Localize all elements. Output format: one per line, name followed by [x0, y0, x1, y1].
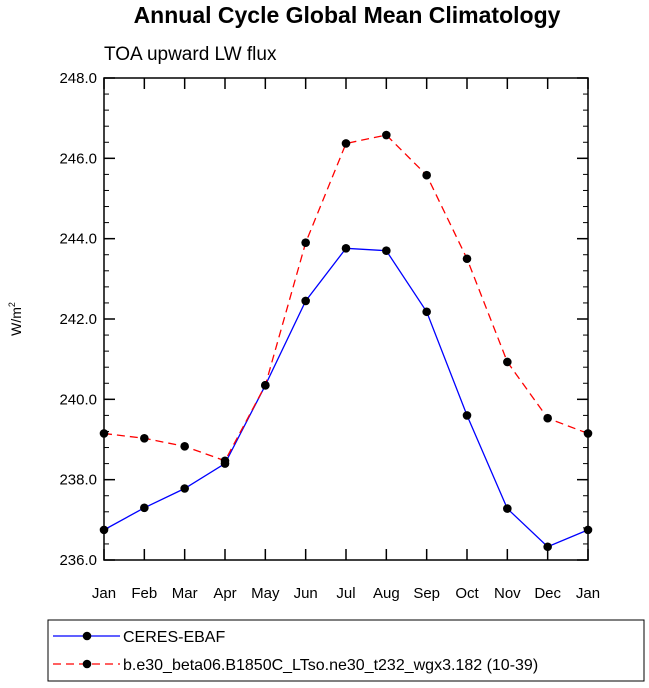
- series-1: [99, 244, 593, 552]
- data-point: [422, 307, 431, 317]
- data-point: [180, 484, 189, 493]
- data-point: [422, 170, 431, 180]
- series-line: [103, 134, 589, 462]
- y-axis-label-unit: W/m: [8, 307, 24, 336]
- data-point: [301, 296, 310, 306]
- x-tick-label: Oct: [455, 585, 479, 602]
- y-tick-label: 240.0: [59, 391, 97, 408]
- data-point: [99, 525, 109, 535]
- legend-label: CERES-EBAF: [123, 629, 225, 646]
- data-point: [220, 456, 230, 466]
- x-tick-label: Jun: [294, 585, 318, 602]
- data-point: [341, 244, 351, 253]
- x-tick-label: Nov: [494, 585, 521, 602]
- data-point: [382, 130, 391, 140]
- legend-items: CERES-EBAF b.e30_beta06.B1850C_LTso.ne30_…: [53, 629, 538, 674]
- x-tick-labels: Jan Feb Mar Apr May Jun Jul Aug Sep Oct Nov Dec Jan: [92, 585, 600, 602]
- data-point: [462, 411, 472, 420]
- plot-frame: [103, 77, 589, 561]
- data-point: [180, 442, 189, 451]
- data-point: [382, 246, 391, 256]
- y-tick-label: 236.0: [59, 552, 97, 569]
- data-point: [583, 525, 593, 535]
- data-point: [503, 357, 512, 367]
- x-tick-label: Sep: [413, 585, 440, 602]
- y-tick-labels: 236.0 238.0 240.0 242.0 244.0 246.0 248.0: [59, 70, 97, 569]
- series-2: [99, 130, 593, 466]
- x-tick-label: Jan: [576, 585, 600, 602]
- series-line: [103, 247, 589, 548]
- y-tick-label: 248.0: [59, 70, 97, 87]
- x-tick-label: Jan: [92, 585, 116, 602]
- chart-subtitle: TOA upward LW flux: [104, 44, 277, 65]
- data-point: [503, 504, 512, 513]
- x-tick-label: Mar: [172, 585, 198, 602]
- plot-area: 236.0 238.0 240.0 242.0 244.0 246.0 248.0 Jan F…: [59, 70, 600, 602]
- data-point: [543, 542, 552, 552]
- y-tick-label: 246.0: [59, 150, 97, 167]
- data-point: [140, 433, 149, 443]
- series-layer: [99, 130, 593, 552]
- data-point: [341, 139, 351, 148]
- legend: CERES-EBAF b.e30_beta06.B1850C_LTso.ne30_…: [47, 619, 645, 682]
- legend-box: [47, 619, 645, 682]
- legend-marker: [82, 659, 92, 669]
- y-tick-label: 242.0: [59, 311, 97, 328]
- data-point: [301, 238, 310, 247]
- y-tick-label: 244.0: [59, 231, 97, 248]
- legend-item: CERES-EBAF: [53, 629, 225, 646]
- x-tick-label: Dec: [534, 585, 561, 602]
- y-axis-label: W/m2: [7, 302, 24, 336]
- x-tick-label: Jul: [336, 585, 355, 602]
- x-tick-label: Aug: [373, 585, 400, 602]
- data-point: [261, 380, 270, 390]
- data-point: [99, 429, 109, 438]
- minor-ticks: [104, 77, 588, 561]
- data-point: [583, 429, 593, 438]
- data-point: [140, 503, 149, 513]
- legend-marker: [82, 631, 92, 641]
- y-tick-label: 238.0: [59, 472, 97, 489]
- major-ticks: [103, 77, 589, 561]
- y-axis-label-superscript: 2: [7, 302, 17, 307]
- legend-item: b.e30_beta06.B1850C_LTso.ne30_t232_wgx3.…: [53, 657, 538, 674]
- data-point: [543, 413, 552, 423]
- legend-label: b.e30_beta06.B1850C_LTso.ne30_t232_wgx3.…: [123, 657, 538, 674]
- x-tick-label: Apr: [213, 585, 236, 602]
- data-point: [462, 254, 472, 264]
- chart-title: Annual Cycle Global Mean Climatology: [134, 2, 561, 28]
- x-tick-label: May: [251, 585, 280, 602]
- x-tick-label: Feb: [131, 585, 157, 602]
